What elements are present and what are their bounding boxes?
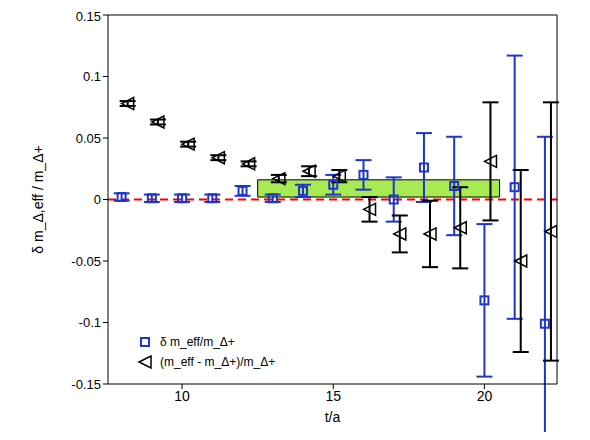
svg-text:0.15: 0.15 bbox=[76, 9, 101, 24]
html-text:(m_eff - m_Δ+)/m_Δ+: (m_eff - m_Δ+)/m_Δ+ bbox=[160, 355, 276, 369]
svg-text:0.1: 0.1 bbox=[83, 69, 101, 84]
svg-text:10: 10 bbox=[174, 388, 190, 404]
html-text:δ m_eff/m_Δ+: δ m_eff/m_Δ+ bbox=[160, 335, 235, 349]
svg-text:0: 0 bbox=[94, 192, 101, 207]
svg-text:δ m_Δ,eff / m_Δ+: δ m_Δ,eff / m_Δ+ bbox=[30, 145, 46, 253]
svg-text:-0.05: -0.05 bbox=[71, 254, 101, 269]
svg-text:15: 15 bbox=[325, 388, 341, 404]
svg-text:-0.15: -0.15 bbox=[71, 377, 101, 392]
svg-text:-0.1: -0.1 bbox=[79, 315, 101, 330]
svg-text:t/a: t/a bbox=[325, 409, 341, 425]
svg-text:20: 20 bbox=[477, 388, 493, 404]
svg-text:0.05: 0.05 bbox=[76, 131, 101, 146]
